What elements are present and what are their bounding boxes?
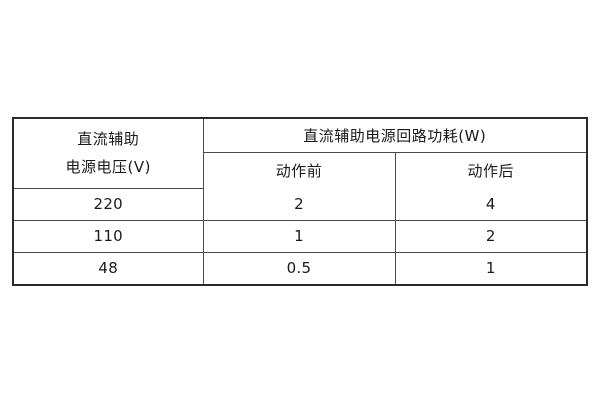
cell-power-before: 2 (202, 188, 396, 221)
cell-power-before: 1 (202, 219, 396, 253)
cell-power-after: 2 (394, 219, 588, 253)
column-header-voltage-line1: 直流辅助 (77, 129, 140, 148)
cell-voltage: 220 (13, 188, 204, 221)
table-header-row-2: 动作前 动作后 (13, 152, 588, 188)
cell-voltage: 110 (13, 219, 204, 253)
table-header: 直流辅助 电源电压(V) 直流辅助电源回路功耗(W) 动作前 动作后 (13, 118, 588, 189)
table-body: 220 2 4 110 1 2 48 0.5 1 (13, 188, 588, 285)
cell-power-after: 4 (394, 188, 588, 221)
table-header-row-1: 直流辅助 电源电压(V) 直流辅助电源回路功耗(W) (13, 118, 588, 189)
cell-power-before: 0.5 (202, 251, 396, 285)
spec-table-container: 直流辅助 电源电压(V) 直流辅助电源回路功耗(W) 动作前 动作后 220 2… (12, 117, 589, 286)
cell-power-after: 1 (394, 251, 588, 285)
table-row: 220 2 4 (13, 188, 588, 221)
column-header-voltage: 直流辅助 电源电压(V) (13, 118, 204, 189)
power-consumption-table: 直流辅助 电源电压(V) 直流辅助电源回路功耗(W) 动作前 动作后 220 2… (12, 117, 589, 286)
table-row: 110 1 2 (13, 219, 588, 253)
column-header-before-action: 动作前 (203, 152, 396, 188)
column-header-after-action: 动作后 (394, 152, 588, 188)
column-header-power-group: 直流辅助电源回路功耗(W) (202, 118, 588, 153)
column-header-voltage-line2: 电源电压(V) (65, 157, 151, 176)
table-row: 48 0.5 1 (13, 251, 588, 285)
cell-voltage: 48 (13, 251, 204, 285)
